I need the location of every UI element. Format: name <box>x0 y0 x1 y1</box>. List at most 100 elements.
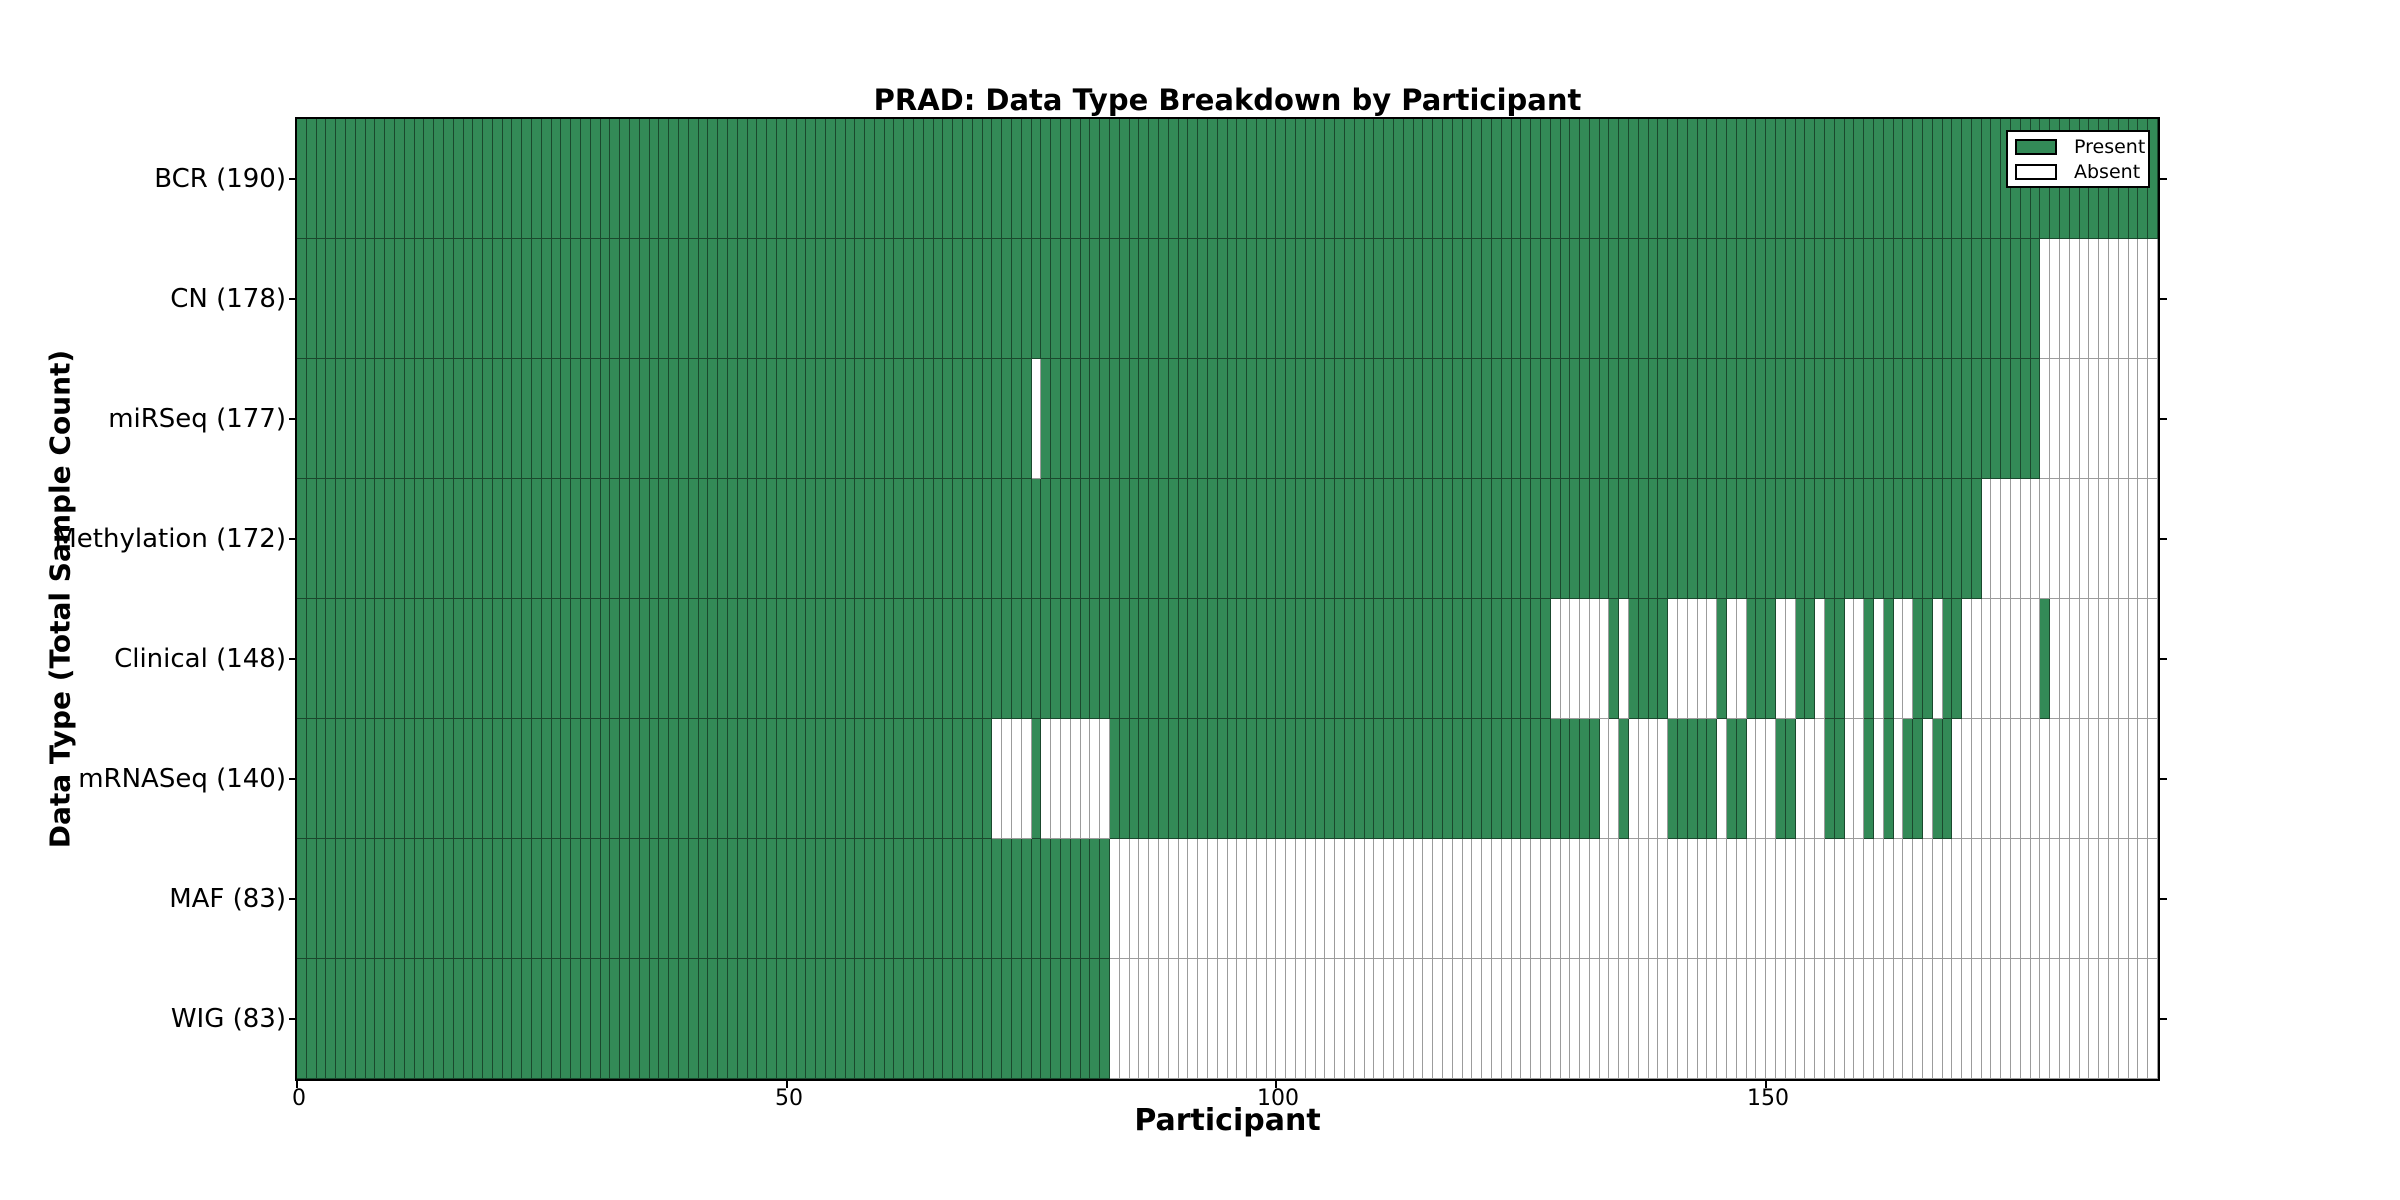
cell-present <box>1727 479 1737 599</box>
cell-present <box>385 599 395 719</box>
cell-present <box>1071 479 1081 599</box>
cell-present <box>1747 479 1756 599</box>
cell-present <box>532 119 542 239</box>
row-label-mRNASeq: mRNASeq (140) <box>78 764 286 794</box>
cell-present <box>326 959 336 1079</box>
cell-present <box>1032 119 1041 239</box>
cell-present <box>503 359 512 479</box>
cell-present <box>561 959 571 1079</box>
cell-present <box>1502 239 1512 359</box>
cell-present <box>395 599 405 719</box>
cell-present <box>1776 119 1786 239</box>
cell-present <box>1306 599 1316 719</box>
cell-present <box>375 359 385 479</box>
cell-present <box>454 839 464 959</box>
cell-present <box>983 119 992 239</box>
cell-present <box>1737 359 1747 479</box>
cell-present <box>1825 239 1835 359</box>
cell-present <box>659 479 669 599</box>
cell-absent <box>1982 959 1991 1079</box>
cell-present <box>787 119 797 239</box>
cell-absent <box>2040 839 2050 959</box>
cell-absent <box>1463 959 1472 1079</box>
cell-present <box>894 719 904 839</box>
legend-item-absent: Absent <box>2008 159 2148 184</box>
cell-present <box>1404 359 1414 479</box>
cell-present <box>1678 239 1688 359</box>
cell-absent <box>1100 719 1110 839</box>
y-tick-right <box>2160 898 2167 900</box>
cell-present <box>1081 479 1090 599</box>
cell-present <box>1228 479 1237 599</box>
cell-present <box>1629 359 1639 479</box>
cell-absent <box>2001 719 2011 839</box>
cell-present <box>1071 119 1081 239</box>
cell-present <box>1923 479 1933 599</box>
y-tick-right <box>2160 778 2167 780</box>
cell-present <box>1805 119 1815 239</box>
cell-present <box>1296 119 1306 239</box>
cell-present <box>1286 719 1296 839</box>
cell-present <box>1374 599 1384 719</box>
cell-present <box>1012 599 1022 719</box>
cell-absent <box>1786 599 1796 719</box>
cell-present <box>1276 719 1286 839</box>
cell-present <box>640 599 650 719</box>
cell-present <box>1061 239 1071 359</box>
cell-present <box>885 239 894 359</box>
cell-present <box>1100 119 1110 239</box>
cell-absent <box>1394 839 1404 959</box>
cell-present <box>728 839 738 959</box>
cell-present <box>385 359 395 479</box>
cell-present <box>1815 239 1825 359</box>
cell-present <box>415 119 424 239</box>
cell-present <box>297 239 307 359</box>
cell-present <box>630 359 640 479</box>
cell-present <box>1394 239 1404 359</box>
cell-present <box>953 719 963 839</box>
cell-absent <box>1874 599 1884 719</box>
cell-present <box>630 839 640 959</box>
cell-absent <box>1776 839 1786 959</box>
cell-present <box>748 479 757 599</box>
cell-absent <box>1335 839 1345 959</box>
cell-present <box>1316 599 1325 719</box>
cell-present <box>992 359 1002 479</box>
cell-present <box>1492 119 1502 239</box>
cell-present <box>375 959 385 1079</box>
cell-absent <box>1874 839 1884 959</box>
cell-present <box>797 959 806 1079</box>
cell-present <box>1805 599 1815 719</box>
cell-present <box>1188 599 1198 719</box>
cell-absent <box>1658 959 1668 1079</box>
cell-absent <box>1561 959 1570 1079</box>
cell-present <box>914 599 924 719</box>
cell-present <box>454 479 464 599</box>
cell-present <box>1120 119 1130 239</box>
cell-present <box>1943 719 1952 839</box>
cell-present <box>1139 359 1149 479</box>
cell-absent <box>1698 839 1707 959</box>
cell-present <box>522 119 532 239</box>
cell-present <box>1061 599 1071 719</box>
cell-present <box>836 479 846 599</box>
cell-absent <box>1316 959 1325 1079</box>
cell-present <box>816 719 826 839</box>
cell-present <box>473 599 483 719</box>
cell-present <box>1394 119 1404 239</box>
legend-swatch-present <box>2015 138 2057 155</box>
cell-present <box>1463 599 1472 719</box>
cell-present <box>1707 239 1717 359</box>
cell-present <box>1991 239 2001 359</box>
cell-present <box>1218 599 1228 719</box>
cell-present <box>552 119 561 239</box>
cell-present <box>885 479 894 599</box>
cell-present <box>659 959 669 1079</box>
cell-present <box>1639 599 1649 719</box>
cell-present <box>1884 119 1894 239</box>
cell-absent <box>2050 239 2060 359</box>
cell-absent <box>2109 719 2119 839</box>
cell-present <box>1678 479 1688 599</box>
cell-absent <box>1345 959 1355 1079</box>
cell-absent <box>1365 959 1374 1079</box>
